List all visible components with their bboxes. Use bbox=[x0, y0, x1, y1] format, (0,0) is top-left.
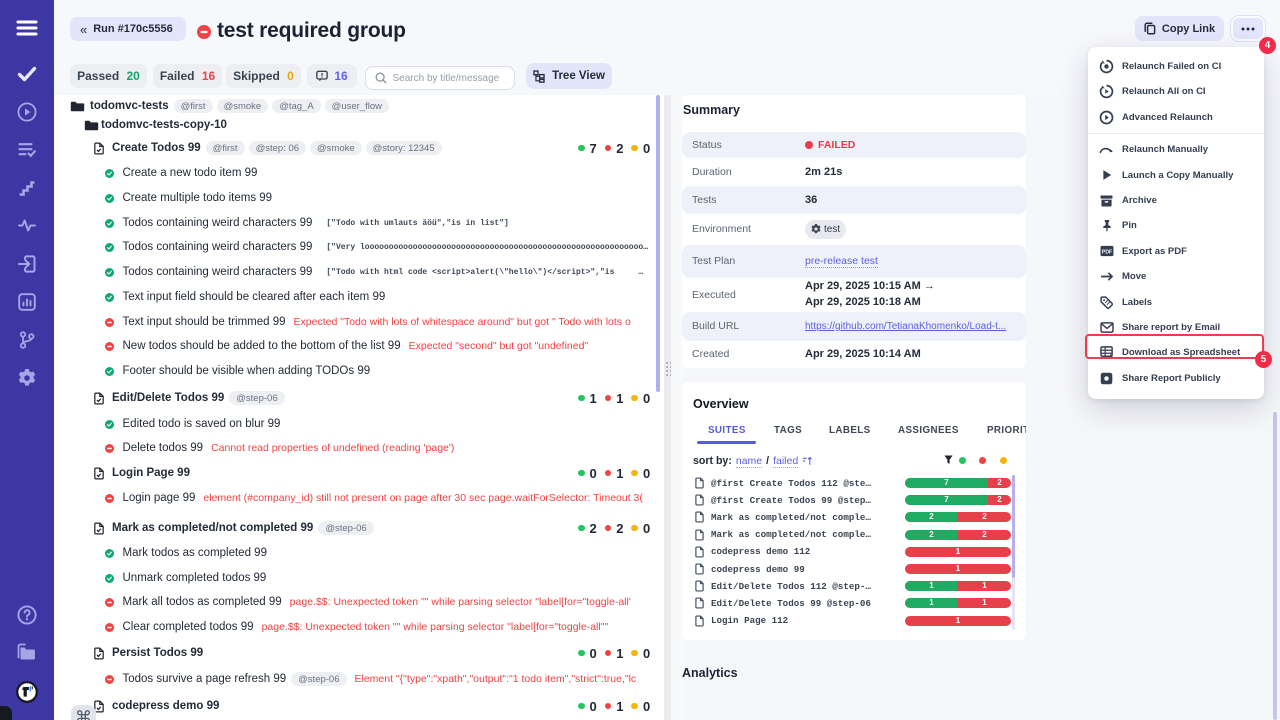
svg-text:PDF: PDF bbox=[1101, 250, 1111, 256]
